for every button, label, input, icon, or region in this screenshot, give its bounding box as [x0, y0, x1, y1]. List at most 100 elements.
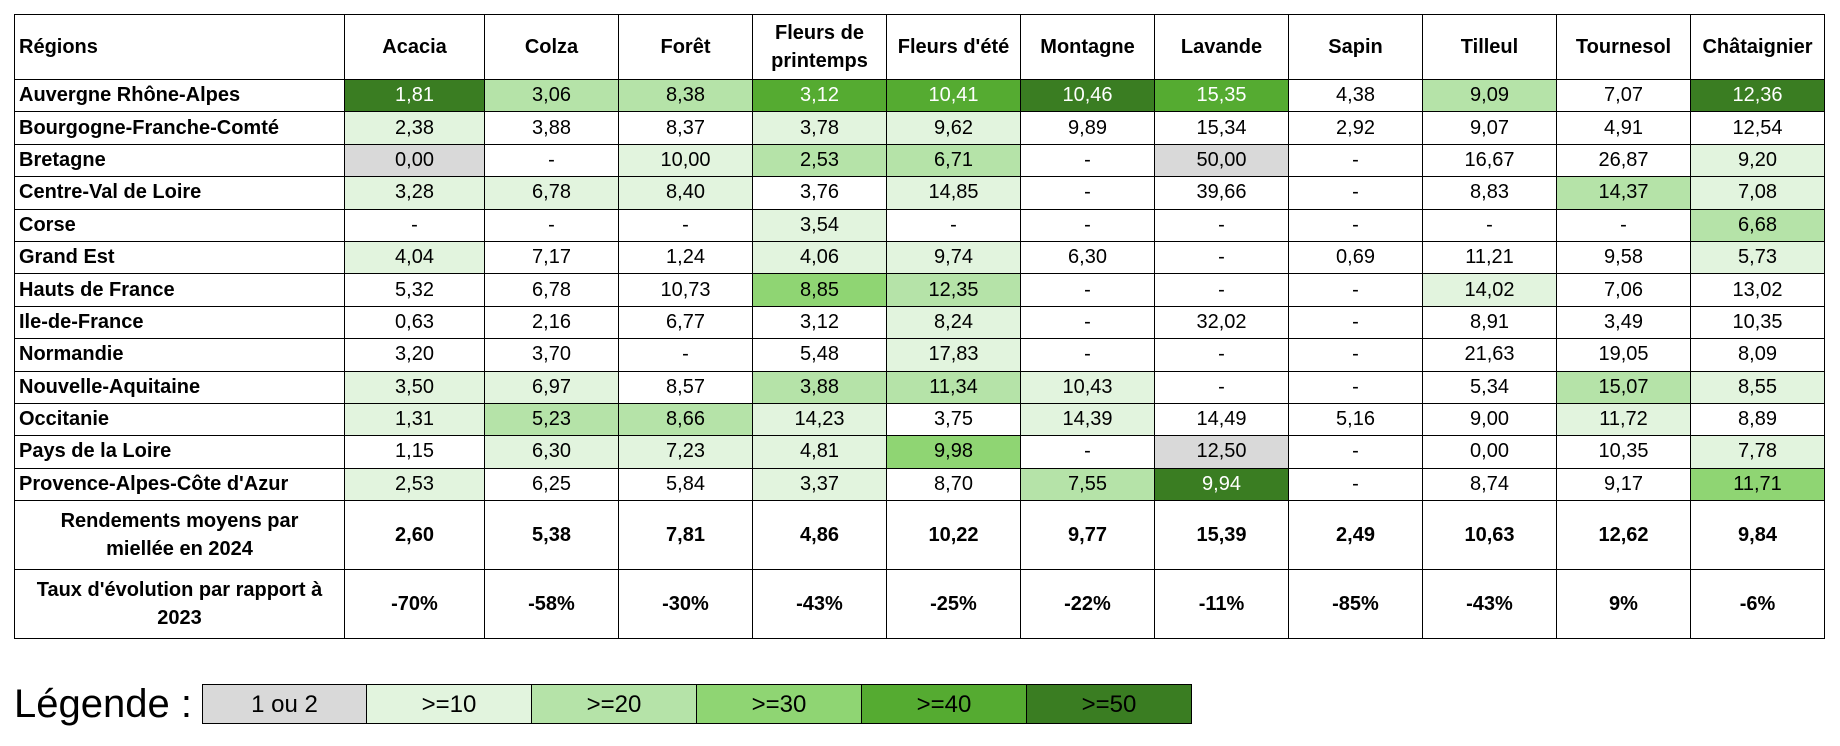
- table-cell: -: [344, 208, 485, 242]
- table-cell: 3,70: [484, 338, 619, 372]
- table-cell: 5,34: [1422, 370, 1557, 404]
- table-cell: 8,74: [1422, 467, 1557, 502]
- table-cell: 4,81: [752, 435, 887, 469]
- column-header: Tournesol: [1556, 14, 1691, 80]
- table-cell: 39,66: [1154, 176, 1289, 210]
- table-cell: 1,31: [344, 402, 485, 437]
- table-cell: 3,54: [752, 208, 887, 242]
- table-cell: 6,78: [484, 176, 619, 210]
- table-row: Provence-Alpes-Côte d'Azur 2,53 6,25 5,84 3,…: [14, 467, 1825, 502]
- table-cell: 7,06: [1556, 273, 1691, 307]
- table-row: Pays de la Loire 1,15 6,30 7,23 4,81 9,98-12,…: [14, 435, 1825, 469]
- table-cell: 5,23: [484, 402, 619, 437]
- table-row: Corse - - -3,54- - - - - -6,68: [14, 208, 1825, 242]
- summary-value: -70%: [344, 569, 485, 640]
- table-cell: 6,30: [484, 435, 619, 469]
- table-cell: 5,73: [1690, 240, 1825, 275]
- table-row: Normandie 3,20 3,70-5,48 17,83- - -21,63 19,05…: [14, 338, 1825, 372]
- region-name: Occitanie: [14, 402, 345, 437]
- table-cell: 6,78: [484, 273, 619, 307]
- table-cell: -: [1288, 273, 1423, 307]
- table-cell: 21,63: [1422, 338, 1557, 372]
- table-row: Auvergne Rhône-Alpes 1,81 3,06 8,38 3,12 10,4…: [14, 78, 1825, 113]
- legend: Légende : 1 ou 2 >=10 >=20 >=30 >=40 >=50: [14, 680, 1192, 728]
- summary-value: 9,84: [1690, 500, 1825, 571]
- region-name: Provence-Alpes-Côte d'Azur: [14, 467, 345, 502]
- table-cell: 8,37: [618, 111, 753, 145]
- table-cell: -: [1288, 143, 1423, 178]
- table-cell: -: [1020, 435, 1155, 469]
- region-name: Auvergne Rhône-Alpes: [14, 78, 345, 113]
- table-cell: 12,35: [886, 273, 1021, 307]
- table-cell: 9,58: [1556, 240, 1691, 275]
- table-cell: 8,83: [1422, 176, 1557, 210]
- legend-title: Légende :: [14, 682, 192, 726]
- table-cell: 12,50: [1154, 435, 1289, 469]
- table-cell: 3,20: [344, 338, 485, 372]
- table-cell: -: [1020, 143, 1155, 178]
- region-name: Bretagne: [14, 143, 345, 178]
- table-cell: -: [886, 208, 1021, 242]
- table-cell: -: [1422, 208, 1557, 242]
- column-header-regions: Régions: [14, 14, 345, 80]
- legend-swatch: >=30: [696, 684, 862, 724]
- table-cell: 19,05: [1556, 338, 1691, 372]
- table-cell: 3,12: [752, 305, 887, 340]
- table-cell: 12,36: [1690, 78, 1825, 113]
- table-cell: 3,75: [886, 402, 1021, 437]
- table-cell: 5,84: [618, 467, 753, 502]
- summary-value: 2,60: [344, 500, 485, 571]
- table-cell: 8,91: [1422, 305, 1557, 340]
- region-name: Corse: [14, 208, 345, 242]
- table-cell: 10,35: [1556, 435, 1691, 469]
- region-name: Centre-Val de Loire: [14, 176, 345, 210]
- table-row: Bourgogne-Franche-Comté 2,38 3,88 8,37 3,78 9…: [14, 111, 1825, 145]
- table-cell: 32,02: [1154, 305, 1289, 340]
- table-cell: 3,06: [484, 78, 619, 113]
- table-cell: 2,16: [484, 305, 619, 340]
- table-cell: 3,12: [752, 78, 887, 113]
- region-name: Bourgogne-Franche-Comté: [14, 111, 345, 145]
- table-cell: -: [1020, 305, 1155, 340]
- table-row: Occitanie 1,31 5,23 8,66 14,23 3,75 14,39 14,49…: [14, 402, 1825, 437]
- table-cell: 8,66: [618, 402, 753, 437]
- table-cell: 5,48: [752, 338, 887, 372]
- table-cell: 8,85: [752, 273, 887, 307]
- legend-swatch: 1 ou 2: [201, 684, 367, 724]
- table-cell: 0,00: [344, 143, 485, 178]
- table-cell: 14,37: [1556, 176, 1691, 210]
- summary-value: 5,38: [484, 500, 619, 571]
- table-cell: 4,06: [752, 240, 887, 275]
- legend-swatch: >=40: [861, 684, 1027, 724]
- table-cell: 50,00: [1154, 143, 1289, 178]
- table-cell: 8,24: [886, 305, 1021, 340]
- table-cell: -: [618, 338, 753, 372]
- table-cell: -: [618, 208, 753, 242]
- table-cell: 10,41: [886, 78, 1021, 113]
- legend-swatch: >=50: [1026, 684, 1192, 724]
- table-cell: 26,87: [1556, 143, 1691, 178]
- summary-value: -43%: [1422, 569, 1557, 640]
- column-header: Fleurs de printemps: [752, 14, 887, 80]
- legend-swatch: >=10: [366, 684, 532, 724]
- region-name: Hauts de France: [14, 273, 345, 307]
- table-cell: 2,92: [1288, 111, 1423, 145]
- table-row: Nouvelle-Aquitaine 3,50 6,97 8,57 3,88 11,34 1…: [14, 370, 1825, 404]
- table-cell: 1,81: [344, 78, 485, 113]
- table-cell: 12,54: [1690, 111, 1825, 145]
- table-cell: 11,34: [886, 370, 1021, 404]
- table-cell: 9,20: [1690, 143, 1825, 178]
- table-cell: 8,70: [886, 467, 1021, 502]
- table-cell: 10,00: [618, 143, 753, 178]
- table-cell: 9,00: [1422, 402, 1557, 437]
- table-cell: 9,62: [886, 111, 1021, 145]
- table-cell: 3,50: [344, 370, 485, 404]
- table-cell: -: [484, 143, 619, 178]
- table-cell: 3,78: [752, 111, 887, 145]
- summary-row: Rendements moyens par miellée en 2024 2,6…: [14, 500, 1825, 571]
- table-cell: 14,39: [1020, 402, 1155, 437]
- summary-value: 9%: [1556, 569, 1691, 640]
- legend-swatch: >=20: [531, 684, 697, 724]
- table-cell: 14,85: [886, 176, 1021, 210]
- table-body: Auvergne Rhône-Alpes 1,81 3,06 8,38 3,12 10,4…: [14, 78, 1825, 640]
